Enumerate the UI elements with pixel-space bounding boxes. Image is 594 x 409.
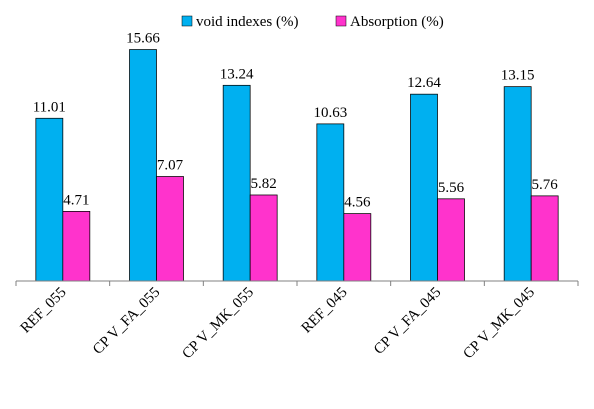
legend-swatch-absorption <box>335 15 347 27</box>
bar-void-indexes-cp-v-fa-045 <box>410 93 438 282</box>
data-label-void-indexes-ref-045: 10.63 <box>313 105 347 121</box>
data-label-void-indexes-cp-v-mk-045: 13.15 <box>501 68 535 84</box>
bar-absorption-ref-045 <box>343 213 372 282</box>
bar-absorption-cp-v-fa-045 <box>437 198 465 282</box>
x-tick-labels-group: REF_055 CP V_FA_055 CP V_MK_055 REF_045 CP V… <box>18 285 538 363</box>
legend-swatch-void-indexes <box>181 15 193 27</box>
bar-void-indexes-cp-v-mk-045 <box>503 86 532 282</box>
x-tick-label-cp-v-fa-055: CP V_FA_055 <box>90 285 163 358</box>
x-tick-label-ref-055: REF_055 <box>18 285 70 337</box>
bar-absorption-ref-055 <box>62 211 91 282</box>
data-label-void-indexes-ref-055: 11.01 <box>33 99 66 115</box>
x-tick-label-cp-v-mk-045: CP V_MK_045 <box>460 285 538 363</box>
value-labels-group: 11.01 4.71 15.66 7.07 13.24 5.82 10.63 4.56 12.6… <box>33 31 559 211</box>
bar-void-indexes-cp-v-mk-055 <box>222 84 251 282</box>
data-label-absorption-cp-v-fa-045: 5.56 <box>438 180 465 196</box>
legend-label-absorption: Absorption (%) <box>350 14 444 30</box>
data-label-absorption-cp-v-mk-045: 5.76 <box>532 177 559 193</box>
data-label-void-indexes-cp-v-fa-055: 15.66 <box>126 31 160 47</box>
data-label-absorption-ref-055: 4.71 <box>63 192 89 208</box>
legend: void indexes (%) Absorption (%) <box>181 14 444 30</box>
data-label-absorption-ref-045: 4.56 <box>344 195 371 211</box>
x-tick-label-cp-v-fa-045: CP V_FA_045 <box>371 285 444 358</box>
data-label-void-indexes-cp-v-mk-055: 13.24 <box>220 66 254 82</box>
data-label-void-indexes-cp-v-fa-045: 12.64 <box>407 75 441 91</box>
bar-absorption-cp-v-mk-055 <box>249 194 278 282</box>
x-tick-label-ref-045: REF_045 <box>299 285 351 337</box>
bar-void-indexes-cp-v-fa-055 <box>129 49 157 282</box>
bar-void-indexes-ref-045 <box>316 123 345 282</box>
bar-void-indexes-ref-055 <box>35 117 64 282</box>
bar-absorption-cp-v-mk-045 <box>530 195 559 282</box>
bars-group <box>35 49 559 282</box>
data-label-absorption-cp-v-mk-055: 5.82 <box>251 176 277 192</box>
x-ticks-group <box>15 281 579 286</box>
legend-label-void-indexes: void indexes (%) <box>196 14 298 30</box>
data-label-absorption-cp-v-fa-055: 7.07 <box>157 158 184 174</box>
bar-absorption-cp-v-fa-055 <box>156 176 184 282</box>
x-tick-label-cp-v-mk-055: CP V_MK_055 <box>179 285 257 363</box>
